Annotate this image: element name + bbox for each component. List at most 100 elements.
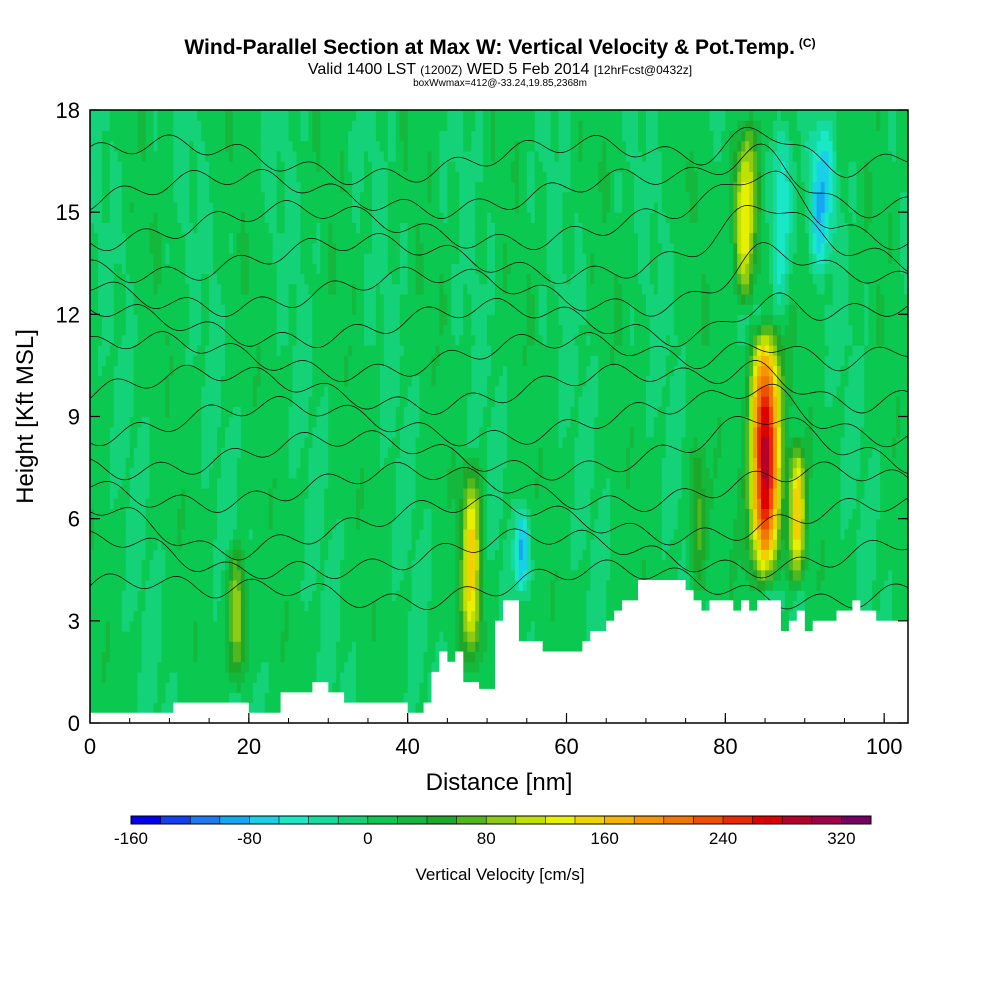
velocity-cell	[308, 447, 313, 458]
velocity-cell	[332, 569, 337, 581]
velocity-cell	[407, 590, 413, 601]
velocity-cell	[312, 590, 317, 601]
velocity-cell	[185, 436, 190, 448]
velocity-cell	[90, 242, 95, 254]
velocity-cell	[197, 365, 202, 377]
velocity-cell	[221, 314, 226, 326]
velocity-cell	[292, 539, 298, 550]
velocity-cell	[113, 416, 119, 428]
velocity-cell	[113, 528, 119, 540]
velocity-cell	[387, 682, 393, 693]
velocity-cell	[328, 416, 333, 428]
velocity-cell	[264, 375, 270, 387]
velocity-cell	[121, 631, 127, 642]
velocity-cell	[336, 150, 341, 162]
velocity-cell	[348, 171, 353, 183]
velocity-cell	[225, 293, 230, 305]
velocity-cell	[320, 385, 325, 397]
velocity-cell	[375, 120, 381, 132]
velocity-cell	[93, 692, 99, 704]
velocity-cell	[379, 355, 385, 367]
velocity-cell	[292, 641, 298, 653]
velocity-cell	[375, 334, 381, 346]
velocity-cell	[197, 344, 202, 356]
velocity-cell	[336, 426, 341, 438]
velocity-cell	[403, 130, 409, 142]
velocity-cell	[209, 263, 214, 275]
velocity-cell	[403, 488, 409, 499]
velocity-cell	[225, 314, 230, 326]
velocity-cell	[240, 201, 246, 213]
velocity-cell	[157, 232, 163, 244]
velocity-cell	[161, 232, 167, 244]
velocity-cell	[336, 293, 341, 305]
velocity-cell	[197, 253, 202, 264]
velocity-cell	[217, 579, 222, 591]
velocity-cell	[205, 314, 210, 326]
velocity-cell	[189, 610, 194, 622]
velocity-cell	[213, 569, 218, 581]
velocity-cell	[165, 232, 171, 244]
velocity-cell	[221, 488, 226, 499]
velocity-cell	[109, 671, 115, 683]
velocity-cell	[280, 171, 286, 183]
velocity-cell	[256, 600, 262, 612]
velocity-cell	[189, 283, 194, 295]
velocity-cell	[411, 304, 417, 315]
velocity-cell	[133, 671, 139, 683]
velocity-cell	[316, 396, 321, 407]
velocity-cell	[320, 549, 325, 561]
velocity-cell	[288, 406, 294, 418]
velocity-cell	[236, 651, 242, 663]
velocity-cell	[375, 631, 381, 642]
velocity-cell	[117, 590, 123, 601]
velocity-cell	[407, 273, 413, 285]
velocity-cell	[391, 181, 397, 193]
velocity-cell	[360, 232, 365, 244]
velocity-cell	[292, 232, 298, 244]
velocity-cell	[379, 518, 385, 530]
velocity-cell	[260, 201, 266, 213]
velocity-cell	[304, 120, 309, 132]
velocity-cell	[304, 283, 309, 295]
velocity-cell	[153, 610, 159, 622]
velocity-cell	[391, 191, 397, 203]
velocity-cell	[308, 671, 313, 683]
velocity-cell	[221, 120, 226, 132]
velocity-cell	[177, 457, 182, 469]
velocity-cell	[324, 150, 329, 162]
velocity-cell	[387, 539, 393, 550]
velocity-cell	[260, 436, 266, 448]
velocity-cell	[348, 498, 353, 510]
velocity-cell	[272, 590, 278, 601]
velocity-cell	[185, 610, 190, 622]
velocity-cell	[236, 661, 242, 673]
velocity-cell	[308, 539, 313, 550]
velocity-cell	[375, 447, 381, 458]
velocity-cell	[387, 365, 393, 377]
velocity-cell	[383, 590, 389, 601]
velocity-cell	[360, 569, 365, 581]
velocity-cell	[316, 222, 321, 234]
velocity-cell	[236, 365, 242, 377]
velocity-cell	[177, 355, 182, 367]
velocity-cell	[201, 161, 206, 172]
velocity-cell	[221, 242, 226, 254]
velocity-cell	[105, 150, 111, 162]
velocity-cell	[284, 283, 290, 295]
velocity-cell	[252, 396, 258, 407]
velocity-cell	[173, 528, 178, 540]
velocity-cell	[133, 416, 139, 428]
velocity-cell	[340, 539, 345, 550]
velocity-cell	[280, 671, 286, 683]
velocity-cell	[403, 171, 409, 183]
velocity-cell	[205, 467, 210, 479]
velocity-cell	[129, 242, 135, 254]
velocity-cell	[367, 324, 373, 336]
velocity-cell	[161, 539, 167, 550]
velocity-cell	[340, 150, 345, 162]
velocity-cell	[173, 396, 178, 407]
velocity-cell	[145, 559, 151, 571]
velocity-cell	[213, 263, 218, 275]
velocity-cell	[336, 569, 341, 581]
